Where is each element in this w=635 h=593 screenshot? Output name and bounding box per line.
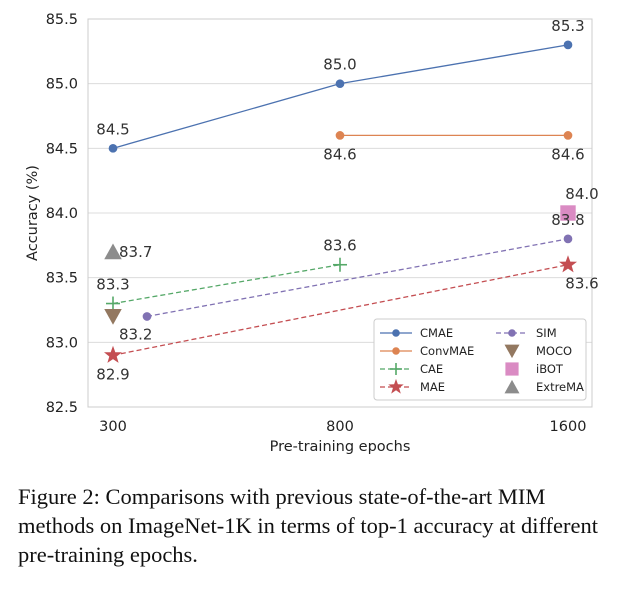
legend-label-convmae: ConvMAE (420, 344, 474, 358)
cmae-data-label: 85.0 (323, 56, 356, 74)
cmae-point-300 (108, 143, 118, 153)
convmae-data-label: 84.6 (551, 145, 584, 163)
extrema-point-300 (104, 243, 122, 260)
legend-label-mae: MAE (420, 380, 445, 394)
cmae-data-label: 85.3 (551, 17, 584, 35)
ibot-data-label: 84.0 (565, 185, 598, 203)
data-label-layer: 84.5 85.0 85.3 84.6 84.6 83.3 83.6 82.9 83.6 83.8… (96, 17, 598, 383)
y-tick-label: 85.5 (46, 12, 78, 28)
cae-point-800 (333, 257, 347, 272)
convmae-data-label: 84.6 (323, 145, 356, 163)
ibot-point-1600 (560, 205, 576, 221)
legend-marker-cae (390, 363, 402, 375)
y-tick-label: 83.5 (46, 271, 78, 287)
legend-entry-moco: MOCO (504, 344, 572, 359)
sim-point-1600 (563, 234, 573, 244)
y-tick-label: 85.0 (46, 77, 78, 93)
legend-entry-mae: MAE (380, 378, 445, 394)
legend-entry-convmae: ConvMAE (380, 344, 474, 358)
mae-point-300 (104, 345, 122, 363)
mae-data-label: 82.9 (96, 365, 129, 383)
x-tick-label: 300 (99, 419, 127, 435)
legend-marker-mae (388, 378, 404, 394)
legend-label-sim: SIM (536, 326, 557, 340)
legend-label-moco: MOCO (536, 344, 572, 358)
legend-marker-cmae (392, 329, 400, 337)
cmae-data-label: 84.5 (96, 120, 129, 138)
cmae-point-1600 (563, 40, 573, 50)
cae-point-300 (106, 296, 120, 311)
chart: 82.583.083.584.084.585.085.5 300 800 1600 … (25, 12, 599, 455)
convmae-point-1600 (563, 131, 573, 140)
cae-line (112, 264, 341, 305)
x-tick-label: 800 (326, 419, 354, 435)
legend-marker-moco (504, 344, 520, 359)
cmae-point-800 (335, 79, 345, 89)
moco-data-label: 83.2 (119, 325, 152, 343)
legend-marker-extrema (504, 379, 520, 394)
cae-data-label: 83.3 (96, 276, 129, 294)
legend-entry-cae: CAE (380, 362, 443, 376)
y-tick-label: 83.0 (46, 335, 78, 351)
mae-point-1600 (559, 255, 577, 273)
mae-data-label: 83.6 (565, 275, 598, 293)
moco-point-300 (104, 309, 122, 325)
y-tick-label: 84.5 (46, 141, 78, 157)
x-tick-labels: 300 800 1600 (99, 419, 586, 435)
legend-marker-ibot (505, 362, 519, 376)
legend-marker-convmae (392, 347, 400, 355)
mae-line (112, 264, 569, 356)
legend-entry-sim: SIM (496, 326, 557, 340)
legend-label-ibot: iBOT (536, 362, 564, 376)
legend-entry-extrema: ExtreMA (504, 379, 584, 394)
series-layer (112, 44, 569, 356)
legend: CMAE ConvMAE CAE MAE SIM MOCO iBOT ExtreMA (373, 318, 587, 401)
legend-label-cae: CAE (420, 362, 443, 376)
cae-data-label: 83.6 (323, 237, 356, 255)
marker-layer (104, 40, 577, 363)
y-tick-label: 82.5 (46, 400, 78, 416)
sim-point-300 (142, 312, 152, 321)
y-axis-label: Accuracy (%) (25, 165, 41, 261)
legend-label-cmae: CMAE (420, 326, 453, 340)
plot-frame (87, 18, 593, 408)
sim-line (146, 238, 569, 318)
x-axis-label: Pre-training epochs (270, 439, 411, 455)
extrema-data-label: 83.7 (119, 243, 152, 261)
legend-entry-cmae: CMAE (380, 326, 453, 340)
convmae-point-800 (335, 131, 345, 140)
x-tick-label: 1600 (550, 419, 587, 435)
legend-label-extrema: ExtreMA (536, 380, 584, 394)
legend-box (373, 318, 587, 401)
legend-marker-sim (508, 329, 516, 337)
sim-data-label: 83.8 (551, 211, 584, 229)
figure-caption: Figure 2: Comparisons with previous stat… (18, 484, 599, 567)
legend-entry-ibot: iBOT (505, 362, 564, 376)
y-tick-label: 84.0 (46, 206, 78, 222)
y-tick-labels: 82.5 83.0 83.5 84.0 84.5 85.0 85.5 (46, 12, 78, 416)
